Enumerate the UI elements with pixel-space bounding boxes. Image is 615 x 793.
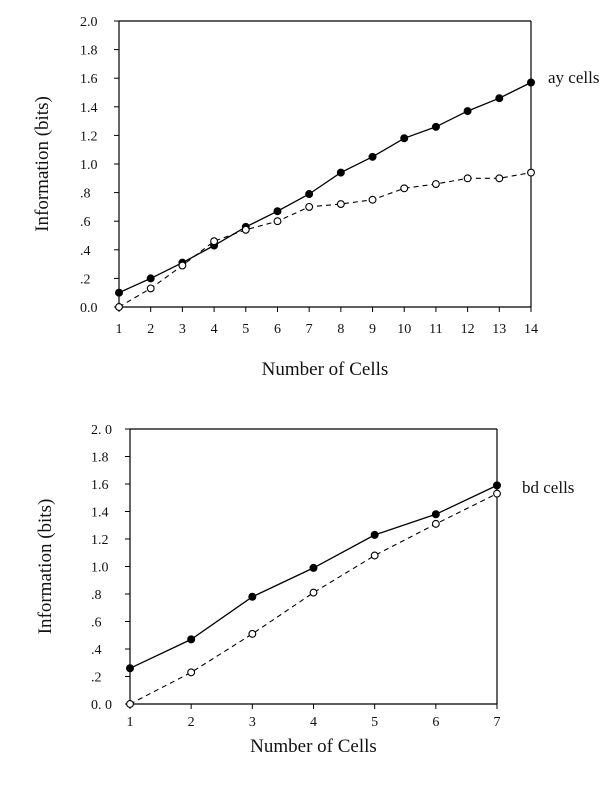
y-tick-label: 1.6	[80, 72, 98, 87]
data-point-filled	[400, 134, 409, 143]
data-point-open	[463, 174, 472, 183]
data-point-open	[115, 303, 123, 311]
data-point-open	[187, 668, 196, 677]
y-tick-label: .4	[91, 643, 102, 658]
panel-label: ay cells	[548, 68, 599, 87]
x-tick-label: 4	[310, 715, 317, 730]
x-tick-label: 9	[369, 322, 376, 337]
panel-label: bd cells	[522, 478, 574, 497]
data-point-open	[370, 551, 379, 560]
x-tick-label: 1	[127, 715, 134, 730]
data-point-open	[368, 195, 377, 204]
data-point-filled	[431, 510, 440, 519]
x-tick-label: 10	[397, 322, 411, 337]
y-tick-label: 2.0	[80, 15, 98, 30]
data-point-open	[493, 489, 501, 498]
data-point-open	[126, 700, 134, 708]
x-tick-label: 12	[461, 322, 475, 337]
y-tick-label: .2	[80, 272, 91, 287]
chart-bd-cells: 0. 0 .2 .4 .6 .8 1.0 1.2 1.4 1.6 1.8 2. 0 1 2 3 4 5 6 7 Nu…	[35, 423, 574, 757]
data-point-filled	[370, 530, 379, 539]
x-tick-label: 3	[179, 322, 186, 337]
data-point-open	[336, 200, 345, 208]
chart-ay-cells: 0.0.2.4.6.81.01.21.41.61.82.01 2 3 4 5 6 7 8 9 10…	[32, 15, 599, 380]
series-line-dashed	[129, 493, 498, 705]
y-tick-label: .8	[91, 588, 102, 603]
x-tick-label: 2	[188, 715, 195, 730]
x-axis-title: Number of Cells	[262, 359, 389, 380]
y-tick-label: 1.0	[91, 561, 109, 576]
data-point-filled	[126, 664, 135, 673]
data-point-open	[210, 237, 219, 246]
y-axis-title: Information (bits)	[35, 499, 56, 635]
y-tick-label: .4	[80, 244, 91, 259]
x-tick-label: 13	[492, 322, 506, 337]
y-tick-label: 1.6	[91, 478, 109, 493]
y-tick-label: 1.8	[91, 451, 109, 466]
y-axis-title: Information (bits)	[32, 96, 53, 232]
data-point-filled	[492, 481, 501, 490]
data-point-open	[273, 217, 282, 226]
x-tick-label: 7	[494, 715, 501, 730]
data-point-filled	[495, 94, 504, 103]
y-tick-label: 1.8	[80, 44, 98, 59]
data-point-open	[431, 519, 440, 528]
data-point-filled	[368, 152, 377, 161]
x-tick-label: 8	[337, 322, 344, 337]
y-tick-label: 1.0	[80, 158, 98, 173]
data-point-filled	[527, 78, 536, 87]
data-point-open	[400, 184, 409, 193]
x-tick-label: 14	[524, 322, 538, 337]
x-tick-label: 4	[211, 322, 218, 337]
series-line-dashed	[118, 172, 532, 308]
y-tick-label: 1.2	[91, 533, 109, 548]
data-point-open	[248, 629, 257, 638]
data-point-open	[309, 588, 318, 597]
data-point-open	[241, 225, 250, 234]
x-tick-label: 5	[242, 322, 249, 337]
x-axis-title: Number of Cells	[250, 736, 377, 757]
data-point-open	[178, 261, 187, 270]
data-point-open	[431, 180, 440, 188]
data-point-filled	[463, 107, 472, 116]
y-tick-label: .6	[80, 215, 91, 230]
x-tick-label: 7	[306, 322, 313, 337]
data-point-filled	[187, 635, 196, 644]
y-tick-label: .6	[91, 616, 102, 631]
y-tick-label: .2	[91, 671, 102, 686]
data-point-open	[146, 284, 155, 293]
data-point-filled	[115, 288, 124, 297]
data-point-filled	[309, 563, 318, 572]
data-point-filled	[146, 274, 155, 283]
x-tick-label: 11	[429, 322, 442, 337]
data-point-filled	[431, 122, 440, 131]
y-tick-label: 0. 0	[91, 698, 112, 713]
data-point-open	[305, 202, 314, 211]
y-tick-label: 1.4	[91, 506, 109, 521]
series-line-solid	[129, 484, 498, 669]
data-point-filled	[336, 168, 345, 177]
x-tick-label: 6	[432, 715, 439, 730]
data-point-open	[495, 174, 504, 183]
y-tick-label: 1.2	[80, 129, 98, 144]
y-tick-label: 1.4	[80, 101, 98, 116]
x-tick-label: 5	[371, 715, 378, 730]
x-tick-label: 6	[274, 322, 281, 337]
x-tick-label: 3	[249, 715, 256, 730]
data-point-filled	[248, 592, 257, 601]
y-tick-label: 0.0	[80, 301, 98, 316]
data-point-filled	[305, 190, 314, 199]
series-line-solid	[118, 81, 532, 294]
y-tick-label: .8	[80, 187, 91, 202]
x-tick-label: 1	[116, 322, 123, 337]
data-point-open	[527, 168, 535, 177]
data-point-filled	[273, 207, 282, 216]
x-tick-label: 2	[147, 322, 154, 337]
y-tick-label: 2. 0	[91, 423, 112, 438]
